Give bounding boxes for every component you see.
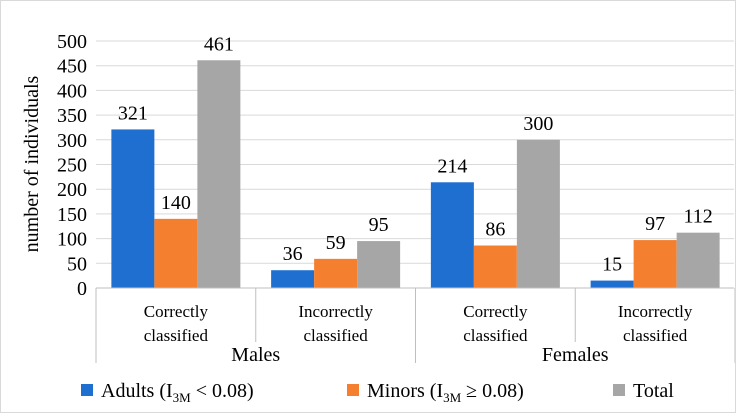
bar-adults: [271, 270, 315, 288]
legend-swatch-minors: [347, 384, 359, 396]
y-tick-label: 500: [57, 31, 87, 53]
legend-label-total: Total: [633, 380, 674, 402]
data-label: 59: [326, 232, 346, 254]
bar-total: [676, 232, 720, 288]
x-group-label: Males: [231, 344, 280, 366]
data-label: 97: [645, 213, 665, 235]
y-tick-label: 100: [57, 229, 87, 251]
x-category-label-line2: classified: [144, 326, 209, 345]
x-category-label-line1: Incorrectly: [618, 302, 693, 321]
bar-minors: [314, 258, 358, 288]
x-category-label: Incorrectly classified: [618, 302, 693, 345]
y-axis-title: number of individuals: [21, 75, 43, 252]
x-category-label-line1: Incorrectly: [298, 302, 373, 321]
bar-minors: [473, 245, 517, 288]
legend: Adults (I3M < 0.08) Minors (I3M ≥ 0.08) To…: [81, 380, 674, 405]
x-category-label-line2: classified: [304, 326, 369, 345]
legend-label-minors: Minors (I3M ≥ 0.08): [367, 380, 524, 405]
data-label: 112: [683, 206, 712, 228]
x-category-label-line2: classified: [623, 326, 688, 345]
data-label: 300: [523, 113, 553, 135]
data-labels: 321 140 461 36 59 95 214 86 300 15 97 112: [118, 33, 713, 275]
legend-swatch-adults: [81, 384, 93, 396]
y-tick-label: 400: [57, 80, 87, 102]
data-label: 321: [118, 102, 148, 124]
legend-text: ≥ 0.08): [461, 380, 524, 402]
legend-swatch-total: [613, 384, 625, 396]
x-category-label: Correctly classified: [144, 302, 209, 345]
x-category-label-line1: Correctly: [144, 302, 209, 321]
legend-subscript: 3M: [443, 390, 462, 405]
legend-text: Adults (I: [101, 380, 173, 402]
y-tick-label: 200: [57, 179, 87, 201]
bar-adults: [430, 182, 474, 288]
y-tick-label: 300: [57, 130, 87, 152]
legend-text: < 0.08): [191, 380, 254, 402]
legend-text: Total: [633, 380, 674, 402]
data-label: 36: [283, 243, 303, 265]
y-tick-label: 50: [67, 253, 87, 275]
x-category-label-line2: classified: [463, 326, 528, 345]
legend-label-adults: Adults (I3M < 0.08): [101, 380, 254, 405]
bar-minors: [154, 218, 198, 288]
data-label: 214: [437, 155, 467, 177]
bar-total: [516, 139, 560, 288]
data-label: 140: [161, 192, 191, 214]
y-tick-label: 0: [77, 278, 87, 300]
data-label: 95: [369, 214, 389, 236]
x-axis: Correctly classified Incorrectly classified…: [95, 287, 736, 366]
legend-subscript: 3M: [173, 390, 192, 405]
x-group-label: Females: [542, 344, 609, 366]
x-category-label: Correctly classified: [463, 302, 528, 345]
data-label: 86: [485, 219, 505, 241]
bars: [111, 60, 720, 289]
x-category-label: Incorrectly classified: [298, 302, 373, 345]
bar-adults: [590, 280, 634, 288]
x-category-label-line1: Correctly: [463, 302, 528, 321]
y-tick-label: 450: [57, 56, 87, 78]
bar-total: [357, 241, 401, 288]
bar-adults: [111, 129, 155, 288]
y-tick-label: 250: [57, 155, 87, 177]
data-label: 461: [204, 33, 234, 55]
legend-text: Minors (I: [367, 380, 443, 402]
y-tick-label: 350: [57, 105, 87, 127]
data-label: 15: [602, 254, 622, 276]
bar-minors: [633, 240, 677, 288]
y-tick-label: 150: [57, 204, 87, 226]
bar-total: [197, 60, 241, 289]
